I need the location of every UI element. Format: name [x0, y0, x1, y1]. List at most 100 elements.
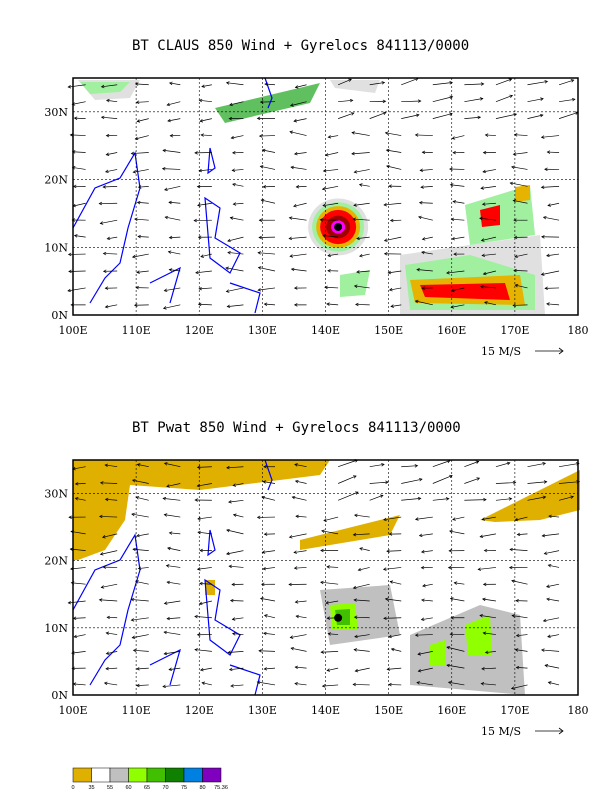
wind-arrowhead: [382, 567, 387, 571]
wind-arrow: [261, 199, 276, 204]
wind-arrowhead: [99, 481, 104, 485]
wind-arrow: [452, 236, 465, 240]
wind-arrow: [391, 648, 402, 652]
wind-arrowhead: [506, 461, 511, 466]
wind-arrow: [136, 684, 149, 686]
wind-arrow: [107, 236, 118, 240]
wind-arrowhead: [199, 667, 204, 672]
wind-arrow: [513, 304, 528, 306]
wind-arrow: [194, 649, 212, 652]
wind-arrowhead: [194, 614, 198, 619]
wind-arrow: [432, 475, 453, 484]
wind-arrowhead: [199, 581, 203, 586]
wind-arrowhead: [262, 480, 267, 484]
wind-arrow: [291, 268, 307, 272]
wind-arrowhead: [388, 287, 393, 292]
wind-arrow: [229, 101, 244, 106]
wind-arrow: [432, 96, 453, 103]
wind-arrow: [495, 482, 516, 484]
wind-arrowhead: [509, 181, 514, 186]
wind-arrowhead: [483, 497, 487, 502]
wind-arrow: [164, 651, 181, 655]
wind-arrowhead: [133, 303, 138, 307]
wind-arrowhead: [547, 563, 552, 568]
wind-arrow: [106, 152, 118, 156]
wind-arrowhead: [321, 684, 326, 688]
y-tick-label: 10N: [44, 241, 68, 254]
wind-arrow: [369, 82, 385, 86]
wind-arrowhead: [230, 135, 235, 140]
wind-arrowhead: [225, 289, 230, 293]
colorbar-label: 80: [199, 785, 205, 791]
wind-arrow: [483, 632, 496, 635]
wind-arrow: [356, 270, 370, 273]
wind-arrowhead: [350, 112, 355, 116]
y-tick-label: 0N: [51, 309, 68, 322]
wind-arrow: [165, 216, 181, 221]
wind-arrow: [200, 118, 212, 122]
wind-arrowhead: [196, 632, 201, 637]
wind-arrow: [323, 516, 339, 521]
wind-arrowhead: [481, 666, 485, 671]
wind-arrow: [328, 633, 339, 635]
wind-arrowhead: [450, 288, 455, 293]
wind-arrowhead: [446, 271, 450, 275]
wind-arrowhead: [353, 284, 358, 288]
wind-arrow: [258, 287, 276, 291]
wind-arrowhead: [390, 304, 394, 308]
wind-arrow: [541, 649, 560, 652]
wind-arrow: [167, 547, 181, 551]
wind-arrow: [131, 617, 149, 621]
wind-arrow: [515, 284, 528, 289]
wind-arrowhead: [326, 616, 331, 620]
wind-arrow: [289, 236, 307, 239]
wind-arrowhead: [264, 82, 268, 86]
wind-arrow: [136, 667, 149, 670]
wind-arrow: [74, 117, 86, 119]
wind-arrowhead: [295, 185, 300, 189]
wind-arrowhead: [259, 597, 264, 601]
wind-arrow: [422, 583, 433, 587]
wind-arrowhead: [168, 667, 172, 672]
wind-arrowhead: [451, 136, 456, 140]
wind-arrowhead: [348, 78, 352, 82]
wind-arrowhead: [105, 133, 110, 138]
wind-arrow: [135, 83, 149, 86]
wind-arrowhead: [197, 302, 202, 307]
wind-arrow: [73, 617, 86, 619]
wind-arrow: [226, 466, 244, 469]
wind-arrow: [99, 599, 118, 602]
wind-arrow: [369, 495, 384, 501]
wind-arrowhead: [193, 218, 197, 223]
wind-arrowhead: [263, 302, 268, 306]
colorbar-swatch: [183, 767, 203, 783]
wind-arrowhead: [106, 615, 111, 620]
wind-arrowhead: [105, 666, 109, 671]
wind-arrow: [416, 269, 433, 272]
wind-arrow: [421, 550, 433, 553]
wind-arrowhead: [102, 251, 107, 256]
wind-arrowhead: [446, 646, 451, 650]
wind-arrow: [162, 168, 181, 170]
wind-arrowhead: [414, 299, 419, 304]
wind-arrow: [164, 631, 181, 635]
wind-arrow: [510, 549, 528, 551]
wind-arrow: [136, 101, 149, 103]
wind-arrow: [138, 236, 149, 238]
wind-arrow: [164, 600, 181, 604]
coastline: [72, 533, 141, 686]
wind-arrow: [546, 253, 560, 257]
wind-arrowhead: [448, 549, 452, 553]
pwat-patch: [430, 640, 445, 665]
wind-arrowhead: [261, 495, 265, 500]
wind-arrowhead: [165, 564, 170, 568]
wind-arrowhead: [447, 565, 452, 570]
wind-arrow: [74, 634, 86, 638]
wind-arrowhead: [166, 580, 171, 585]
wind-arrow: [358, 567, 370, 571]
wind-arrow: [72, 466, 86, 470]
wind-arrow: [495, 78, 512, 86]
map-frame: [72, 77, 579, 316]
wind-arrow: [482, 598, 496, 602]
wind-arrowhead: [130, 151, 135, 156]
